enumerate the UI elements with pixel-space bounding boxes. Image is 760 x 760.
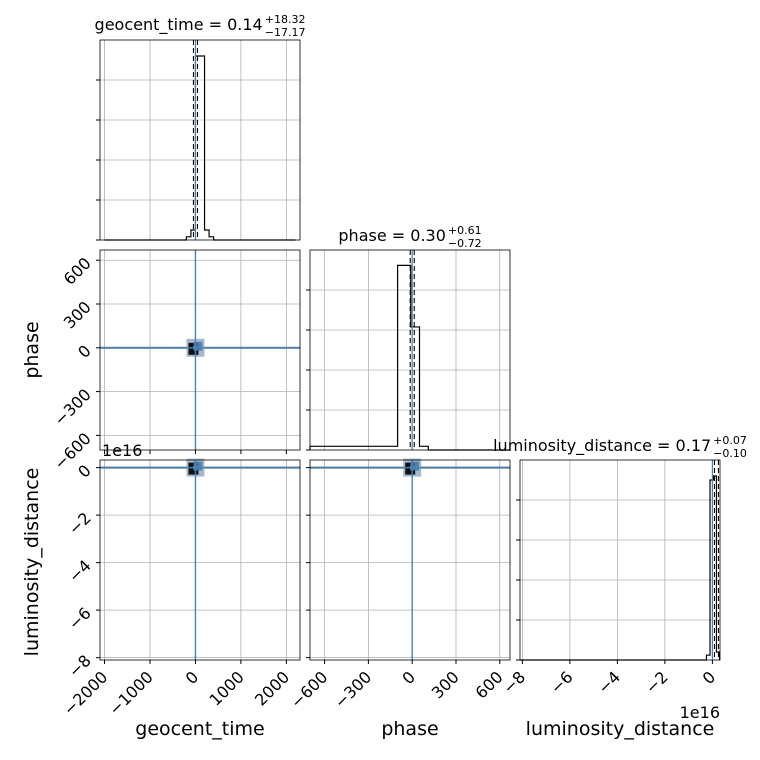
panel-frame (309, 459, 511, 661)
title-main: phase = 0.30 (338, 226, 445, 245)
x-tick-label: 0 (398, 667, 419, 688)
x-tick-label: −600 (287, 667, 332, 712)
panel-frame (99, 459, 301, 661)
density-mid (410, 461, 420, 471)
x-axis-label-phase: phase (381, 718, 438, 740)
x-tick-label: 0 (699, 667, 720, 688)
title-sub: −0.10 (713, 447, 747, 460)
panel-luminosity_distance-phase: −600 −300 0 300 600 (287, 458, 511, 712)
panel-frame (309, 249, 511, 451)
x-tick-label: −1000 (105, 667, 157, 719)
panel-luminosity_distance-geocent_time: −2000−1000 0 1000 2000−8−6−4−20 (60, 458, 301, 719)
panel-phase-phase (306, 249, 511, 451)
title-main: luminosity_distance = 0.17 (493, 436, 711, 456)
y-tick-label: 0 (74, 341, 95, 362)
y-tick-label: −4 (65, 556, 95, 586)
panel-title-geocent_time: geocent_time = 0.14 +18.32−17.17 (95, 13, 306, 39)
title-main: geocent_time = 0.14 (95, 15, 263, 35)
title-sup: +0.61 (448, 224, 482, 237)
y-tick-label: 0 (74, 461, 95, 482)
y-tick-label: −2 (65, 509, 95, 539)
truth-marker (192, 465, 198, 471)
y-tick-label: −300 (50, 385, 95, 430)
x-tick-label: 1000 (206, 667, 248, 709)
x-tick-label: −2 (642, 667, 672, 697)
title-sub: −17.17 (265, 26, 306, 39)
panel-title-phase: phase = 0.30 +0.61−0.72 (338, 224, 481, 250)
panel-luminosity_distance-luminosity_distance: −8 −6 −4 −2 0 (499, 459, 721, 698)
y-tick-label: −600 (50, 429, 95, 474)
title-sup: +0.07 (713, 434, 747, 447)
x-axis-label-luminosity_distance: luminosity_distance (526, 718, 715, 740)
y-tick-label: 300 (60, 297, 95, 332)
y-tick-label: −6 (65, 604, 95, 634)
titles-layer: geocent_time phase luminosity_distancephas… (21, 13, 747, 740)
panel-frame (99, 39, 301, 241)
panel-phase-geocent_time: −600−300 0 300 600 (50, 249, 301, 474)
density-mid (193, 341, 203, 351)
y-tick-label: 600 (60, 254, 95, 289)
density-mid (193, 461, 203, 471)
y-axis-label-phase: phase (21, 321, 43, 378)
title-sup: +18.32 (265, 13, 306, 26)
x-offset-text: 1e16 (680, 703, 720, 722)
panel-title-luminosity_distance: luminosity_distance = 0.17 +0.07−0.10 (493, 434, 747, 460)
x-tick-label: 2000 (251, 667, 293, 709)
x-tick-label: −6 (547, 667, 577, 697)
x-tick-label: −8 (499, 667, 529, 697)
histogram-geocent_time (104, 55, 296, 241)
x-tick-label: 0 (182, 667, 203, 688)
panel-geocent_time-geocent_time (96, 39, 301, 241)
x-axis-label-geocent_time: geocent_time (135, 718, 264, 740)
y-axis-label-luminosity_distance: luminosity_distance (21, 468, 43, 657)
histogram-luminosity_distance (520, 475, 721, 661)
x-tick-label: 300 (428, 667, 463, 702)
truth-marker (409, 465, 415, 471)
y-offset-text: 1e16 (102, 441, 142, 460)
title-sub: −0.72 (448, 237, 482, 250)
x-tick-label: −4 (594, 667, 624, 697)
truth-marker (192, 345, 198, 351)
x-tick-label: −300 (331, 667, 376, 712)
x-tick-label: −2000 (60, 667, 112, 719)
panel-frame (99, 249, 301, 451)
panel-frame (519, 459, 721, 661)
